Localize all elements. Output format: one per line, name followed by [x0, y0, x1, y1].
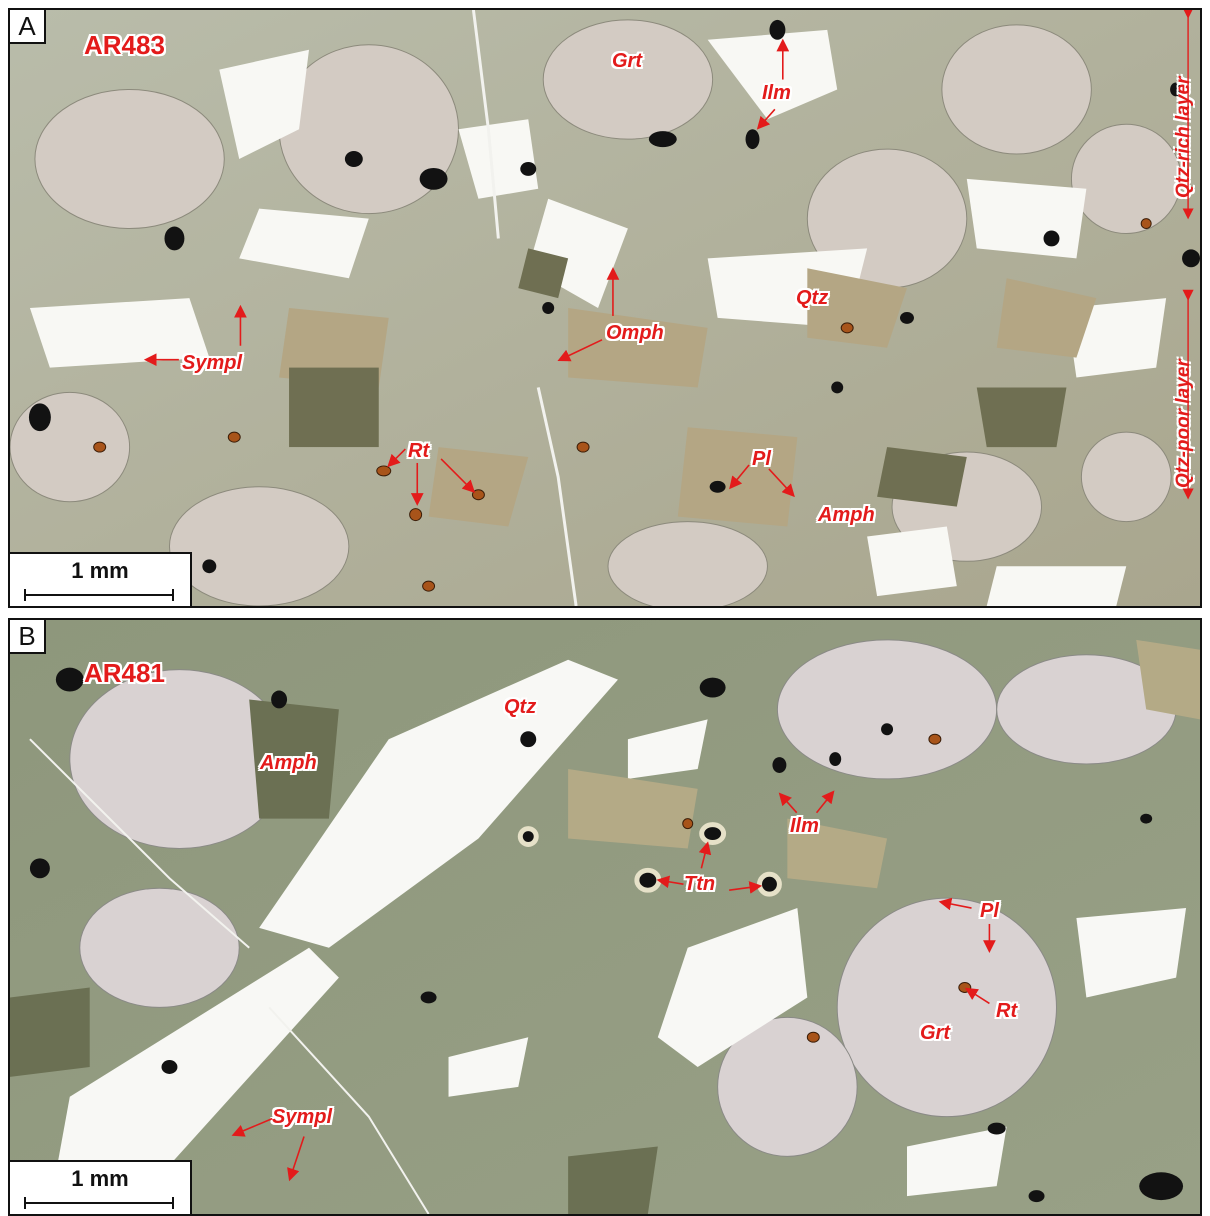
label-amph-a: Amph: [818, 504, 875, 526]
micrograph-b: [10, 620, 1200, 1214]
scale-bar-a: 1 mm: [10, 552, 192, 606]
label-rt-a: Rt: [408, 440, 430, 462]
scale-label-a: 1 mm: [71, 558, 129, 583]
panel-letter-a: A: [10, 10, 46, 44]
label-grt-b: Grt: [920, 1022, 950, 1044]
label-ttn-b: Ttn: [684, 873, 716, 895]
label-qtz-b: Qtz: [504, 696, 537, 718]
panel-a: A AR483 Grt Ilm Qtz Omph Sympl Rt Pl Amp…: [8, 8, 1202, 608]
label-pl-a: Pl: [752, 448, 771, 470]
micrograph-a: [10, 10, 1200, 606]
sample-label-ar483: AR483: [84, 30, 165, 60]
label-qtz-a: Qtz: [796, 287, 829, 309]
scale-label-b: 1 mm: [71, 1166, 129, 1191]
label-amph-b: Amph: [260, 752, 317, 774]
sample-label-ar481: AR481: [84, 658, 165, 688]
scale-line-b: [24, 1197, 174, 1209]
label-sympl-a: Sympl: [182, 352, 243, 374]
panel-b: B AR481 Qtz Amph Ilm Ttn Pl Rt Grt Sympl…: [8, 618, 1202, 1216]
scale-bar-b: 1 mm: [10, 1160, 192, 1214]
label-ilm-b: Ilm: [790, 815, 819, 837]
layer-label-qtz-poor: Qtz-poor layer: [1173, 359, 1194, 488]
layer-label-qtz-rich: Qtz-rich layer: [1173, 76, 1194, 198]
label-grt-a: Grt: [612, 50, 642, 72]
label-omph-a: Omph: [606, 322, 664, 344]
label-pl-b: Pl: [980, 900, 999, 922]
label-sympl-b: Sympl: [272, 1106, 333, 1128]
label-ilm-a: Ilm: [762, 82, 791, 104]
scale-line-a: [24, 589, 174, 601]
panel-letter-b: B: [10, 620, 46, 654]
label-rt-b: Rt: [996, 1000, 1018, 1022]
